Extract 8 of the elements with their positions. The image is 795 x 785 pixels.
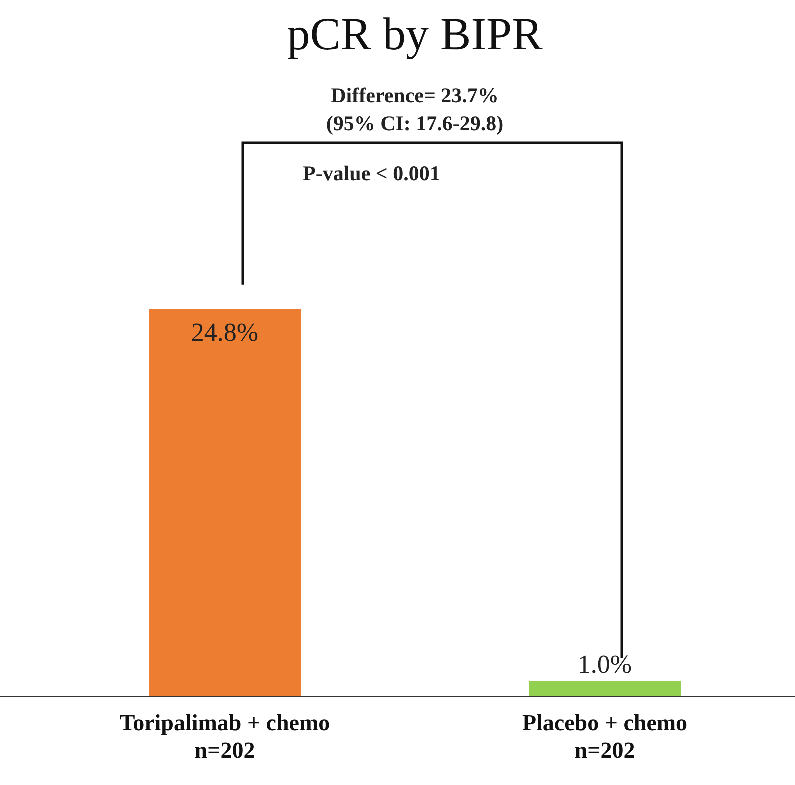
x-tick-label: Placebo + chemo n=202: [522, 710, 688, 764]
text: Difference= 23.7%: [331, 84, 499, 108]
x-tick-label: Toripalimab + chemo n=202: [120, 710, 330, 764]
text: (95% CI: 17.6-29.8): [326, 112, 504, 136]
data-label: 1.0%: [578, 650, 632, 679]
text: P-value < 0.001: [303, 162, 440, 186]
data-label: 24.8%: [191, 318, 259, 347]
chart-title: pCR by BIPR: [287, 8, 544, 60]
